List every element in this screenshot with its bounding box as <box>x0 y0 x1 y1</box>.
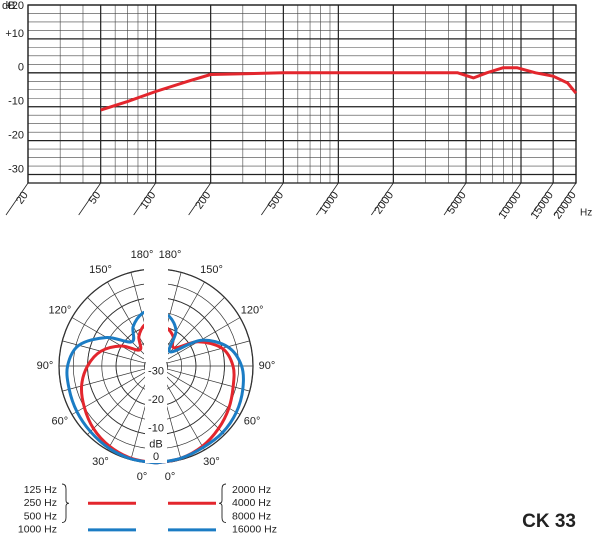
spoke <box>107 281 151 357</box>
angle-tick-label: 120° <box>241 304 264 316</box>
legend-label: 125 Hz <box>24 484 57 496</box>
x-tick-label: 50 <box>87 190 104 207</box>
x-tick-label: 100 <box>138 190 158 212</box>
angle-tick-label: 150° <box>89 264 112 276</box>
legend-label: 2000 Hz <box>232 484 271 496</box>
y-tick-label: +10 <box>5 28 24 40</box>
x-tick-label: 200 <box>193 190 213 212</box>
spoke <box>62 340 146 364</box>
legend-label: 250 Hz <box>24 497 57 509</box>
x-tick-label: 1000 <box>317 190 341 217</box>
r-tick-label: -10 <box>148 422 164 434</box>
y-tick-label: -20 <box>8 130 24 142</box>
spoke <box>107 375 151 451</box>
spoke <box>163 373 225 435</box>
y-tick-label: 0 <box>18 62 24 74</box>
spoke <box>166 368 250 392</box>
center-gap <box>144 252 168 362</box>
x-tick-label: 20000 <box>551 190 578 222</box>
tick-mark <box>316 182 339 216</box>
plot-frame <box>27 4 577 184</box>
model-title: CK 33 <box>522 511 576 532</box>
tick-mark <box>530 182 554 216</box>
y-tick-label: +20 <box>5 0 24 12</box>
polar-curve <box>155 310 245 465</box>
y-tick-label: -30 <box>8 163 24 175</box>
angle-tick-label: 180° <box>159 249 182 261</box>
r-axis-label: dB <box>149 439 162 451</box>
angle-tick-label: 60° <box>244 415 261 427</box>
spoke <box>87 373 149 435</box>
y-axis-label: dB <box>2 0 15 12</box>
angle-tick-label: 60° <box>52 415 69 427</box>
angle-tick-label: 0° <box>137 471 148 483</box>
x-tick-label: 2000 <box>372 190 396 217</box>
legend-label: 8000 Hz <box>232 510 271 522</box>
r-tick-label: -30 <box>148 365 164 377</box>
x-tick-label: 20 <box>14 190 31 207</box>
tick-mark <box>5 182 29 216</box>
x-tick-label: 10000 <box>496 190 523 222</box>
x-tick-label: 15000 <box>529 190 556 222</box>
spoke <box>161 375 205 451</box>
x-axis-label: Hz <box>580 208 592 219</box>
legend-label: 16000 Hz <box>232 524 277 536</box>
tick-mark <box>188 182 211 216</box>
tick-mark <box>443 182 467 216</box>
spoke <box>62 368 146 392</box>
spoke <box>166 340 250 364</box>
tick-mark <box>553 182 577 216</box>
tick-mark <box>371 182 394 216</box>
angle-tick-label: 150° <box>200 264 223 276</box>
legend-label: 1000 Hz <box>18 524 57 536</box>
legend-label: 500 Hz <box>24 510 57 522</box>
r-tick-label: -20 <box>148 394 164 406</box>
spoke <box>161 281 205 357</box>
center-label-band <box>145 365 167 463</box>
angle-tick-label: 90° <box>37 360 54 372</box>
y-tick-label: -10 <box>8 96 24 108</box>
polar-curve <box>79 321 157 465</box>
x-tick-label: 500 <box>266 190 286 212</box>
polar-curve <box>65 307 157 465</box>
angle-tick-label: 0° <box>165 471 176 483</box>
angle-tick-label: 120° <box>48 304 71 316</box>
legend-label: 4000 Hz <box>232 497 271 509</box>
angle-tick-label: 90° <box>259 360 276 372</box>
tick-mark <box>498 182 522 216</box>
spoke <box>87 297 149 359</box>
angle-tick-label: 30° <box>92 456 109 468</box>
x-tick-label: 5000 <box>445 190 469 217</box>
response-curve <box>100 66 578 112</box>
legend-brace <box>61 483 70 524</box>
angle-tick-label: 180° <box>131 249 154 261</box>
r-tick-label: 0 <box>153 451 159 463</box>
tick-mark <box>261 182 284 216</box>
legend-brace <box>218 483 227 524</box>
tick-mark <box>78 182 102 216</box>
tick-mark <box>133 182 157 216</box>
angle-tick-label: 30° <box>203 456 220 468</box>
